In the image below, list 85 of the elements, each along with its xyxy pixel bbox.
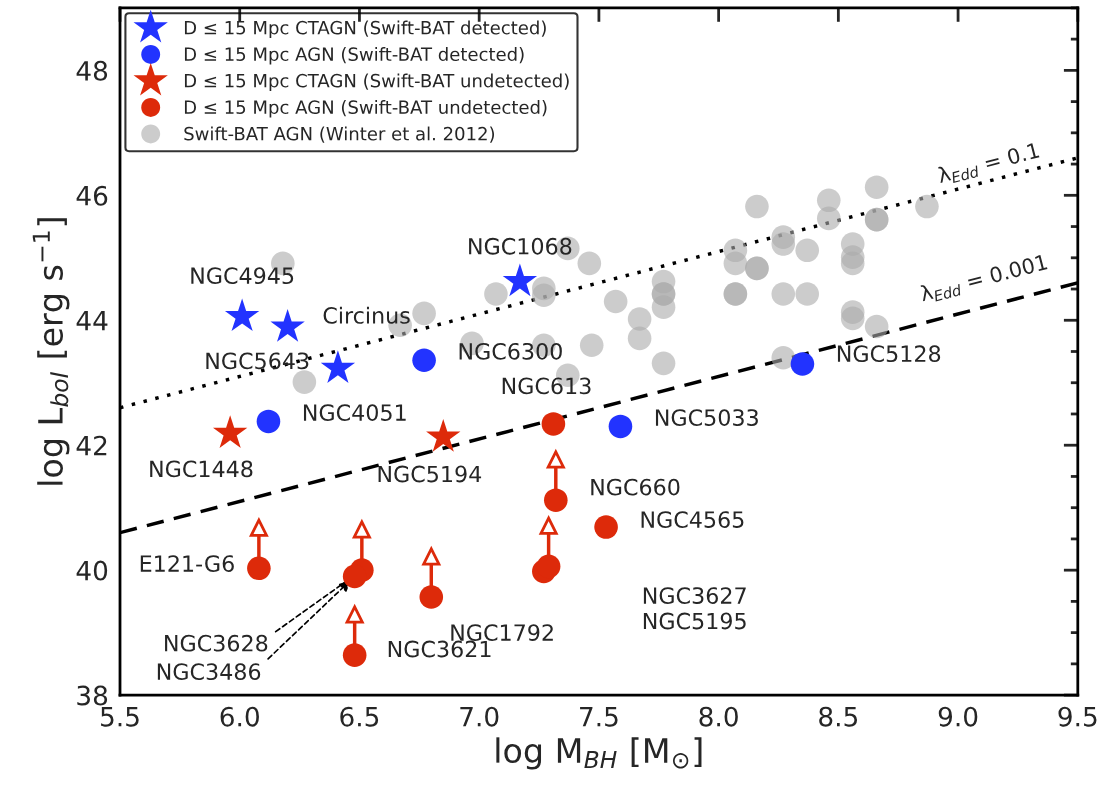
annotation: NGC613: [502, 377, 591, 395]
annotation: Circinus: [323, 306, 410, 324]
y-tick-label: 48: [76, 60, 108, 81]
point: [840, 251, 865, 276]
point: [224, 298, 260, 332]
point: [627, 326, 652, 351]
legend-label: D ≤ 15 Mpc AGN (Swift-BAT undetected): [184, 100, 547, 118]
point: [292, 370, 317, 394]
x-tick-label: 6.0: [220, 706, 259, 727]
annotation: NGC6300: [459, 342, 562, 360]
annotation: λ$_{Edd}$ = 0.1: [936, 141, 1041, 187]
point: [771, 282, 796, 306]
annotation: NGC3628: [165, 634, 268, 652]
point: [270, 309, 305, 342]
point: [419, 585, 444, 609]
point: [651, 351, 676, 376]
annotation: NGC4945: [191, 267, 294, 285]
point: [651, 295, 676, 319]
point: [426, 419, 461, 452]
point: [579, 333, 604, 358]
point: [342, 564, 367, 589]
point: [342, 643, 367, 667]
point: [771, 345, 796, 370]
point: [412, 301, 436, 326]
point: [247, 556, 271, 581]
annotation: NGC1068: [469, 237, 572, 255]
annotation: NGC3621: [388, 640, 491, 658]
point: [864, 314, 889, 339]
annotation: NGC1448: [150, 460, 253, 478]
point: [543, 488, 568, 512]
annotation: NGC5128: [837, 345, 941, 363]
y-axis-title: log L$_{bol}$ [erg s$^{−1}$]: [32, 218, 70, 485]
point: [608, 414, 633, 439]
annotation: NGC3486: [157, 663, 261, 681]
y-tick-label: 44: [76, 311, 108, 331]
legend-label: D ≤ 15 Mpc CTAGN (Swift-BAT undetected): [184, 73, 569, 92]
y-tick-label: 42: [76, 435, 107, 456]
point: [723, 251, 748, 276]
point: [256, 409, 281, 434]
annotation: NGC4565: [641, 511, 744, 528]
annotation: NGC3627: [643, 587, 746, 604]
point: [795, 238, 820, 263]
point: [541, 412, 566, 436]
point: [502, 263, 538, 297]
x-tick-label: 5.5: [101, 707, 139, 727]
point: [484, 282, 508, 306]
legend-label: D ≤ 15 Mpc CTAGN (Swift-BAT detected): [184, 20, 546, 38]
annotation: NGC1792: [451, 624, 553, 641]
point: [594, 515, 618, 539]
annotation: E121-G6: [140, 555, 234, 572]
point: [864, 175, 889, 199]
annotation: NGC660: [591, 478, 680, 496]
point: [536, 554, 561, 579]
y-tick-label: 46: [76, 185, 108, 206]
x-tick-label: 8.0: [699, 706, 738, 727]
x-tick-label: 6.5: [340, 706, 379, 727]
point: [627, 307, 652, 331]
point: [412, 348, 436, 373]
annotation: NGC5194: [378, 465, 482, 483]
point: [532, 283, 556, 308]
point: [915, 194, 939, 219]
y-tick-label: 40: [76, 560, 108, 581]
x-tick-label: 8.5: [819, 706, 858, 727]
x-tick-label: 7.5: [580, 707, 618, 727]
legend-label: D ≤ 15 Mpc AGN (Swift-BAT detected): [184, 47, 524, 65]
legend-label: Swift-BAT AGN (Winter et al. 2012): [184, 126, 495, 143]
point: [840, 306, 865, 331]
point: [745, 194, 769, 219]
annotation: λ$_{Edd}$ = 0.001: [918, 253, 1049, 305]
x-axis-title: log M$_{BH}$ [M$_{⊙}$]: [496, 737, 702, 770]
point: [212, 415, 248, 448]
x-tick-label: 9.5: [1058, 706, 1097, 727]
point: [795, 282, 820, 306]
annotation: NGC5033: [655, 409, 758, 426]
annotation: NGC4051: [303, 404, 406, 421]
point: [771, 232, 796, 256]
point: [320, 350, 356, 383]
y-tick-label: 38: [77, 685, 108, 706]
point: [603, 289, 628, 314]
x-tick-label: 7.0: [460, 706, 499, 727]
annotation: NGC5195: [643, 612, 746, 630]
x-tick-label: 9.0: [938, 706, 978, 727]
point: [816, 206, 841, 231]
point: [577, 251, 602, 276]
point: [790, 352, 815, 376]
